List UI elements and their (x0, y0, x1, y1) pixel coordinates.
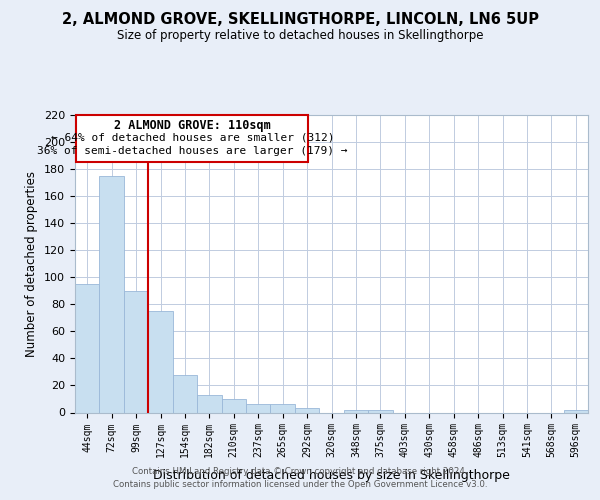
Bar (124, 291, 148, 412)
Bar (246, 404, 271, 412)
Text: Contains HM Land Registry data © Crown copyright and database right 2024.: Contains HM Land Registry data © Crown c… (132, 467, 468, 476)
Text: Size of property relative to detached houses in Skellingthorpe: Size of property relative to detached ho… (117, 29, 483, 42)
Text: 36% of semi-detached houses are larger (179) →: 36% of semi-detached houses are larger (… (37, 146, 347, 156)
Text: ← 64% of detached houses are smaller (312): ← 64% of detached houses are smaller (31… (50, 132, 334, 142)
Y-axis label: Number of detached properties: Number of detached properties (25, 171, 38, 357)
Text: Contains public sector information licensed under the Open Government Licence v3: Contains public sector information licen… (113, 480, 487, 489)
X-axis label: Distribution of detached houses by size in Skellingthorpe: Distribution of detached houses by size … (153, 468, 510, 481)
Bar (563, 410, 588, 412)
Bar (197, 395, 221, 412)
Bar (173, 374, 197, 412)
Text: 2, ALMOND GROVE, SKELLINGTHORPE, LINCOLN, LN6 5UP: 2, ALMOND GROVE, SKELLINGTHORPE, LINCOLN… (62, 12, 539, 28)
Bar (368, 410, 392, 412)
Bar (295, 408, 319, 412)
Bar (75, 284, 100, 412)
Text: 2 ALMOND GROVE: 110sqm: 2 ALMOND GROVE: 110sqm (114, 119, 271, 132)
Bar (100, 176, 124, 412)
Bar (221, 399, 246, 412)
FancyBboxPatch shape (76, 115, 308, 162)
Bar (344, 410, 368, 412)
Bar (148, 311, 173, 412)
Bar (271, 404, 295, 412)
